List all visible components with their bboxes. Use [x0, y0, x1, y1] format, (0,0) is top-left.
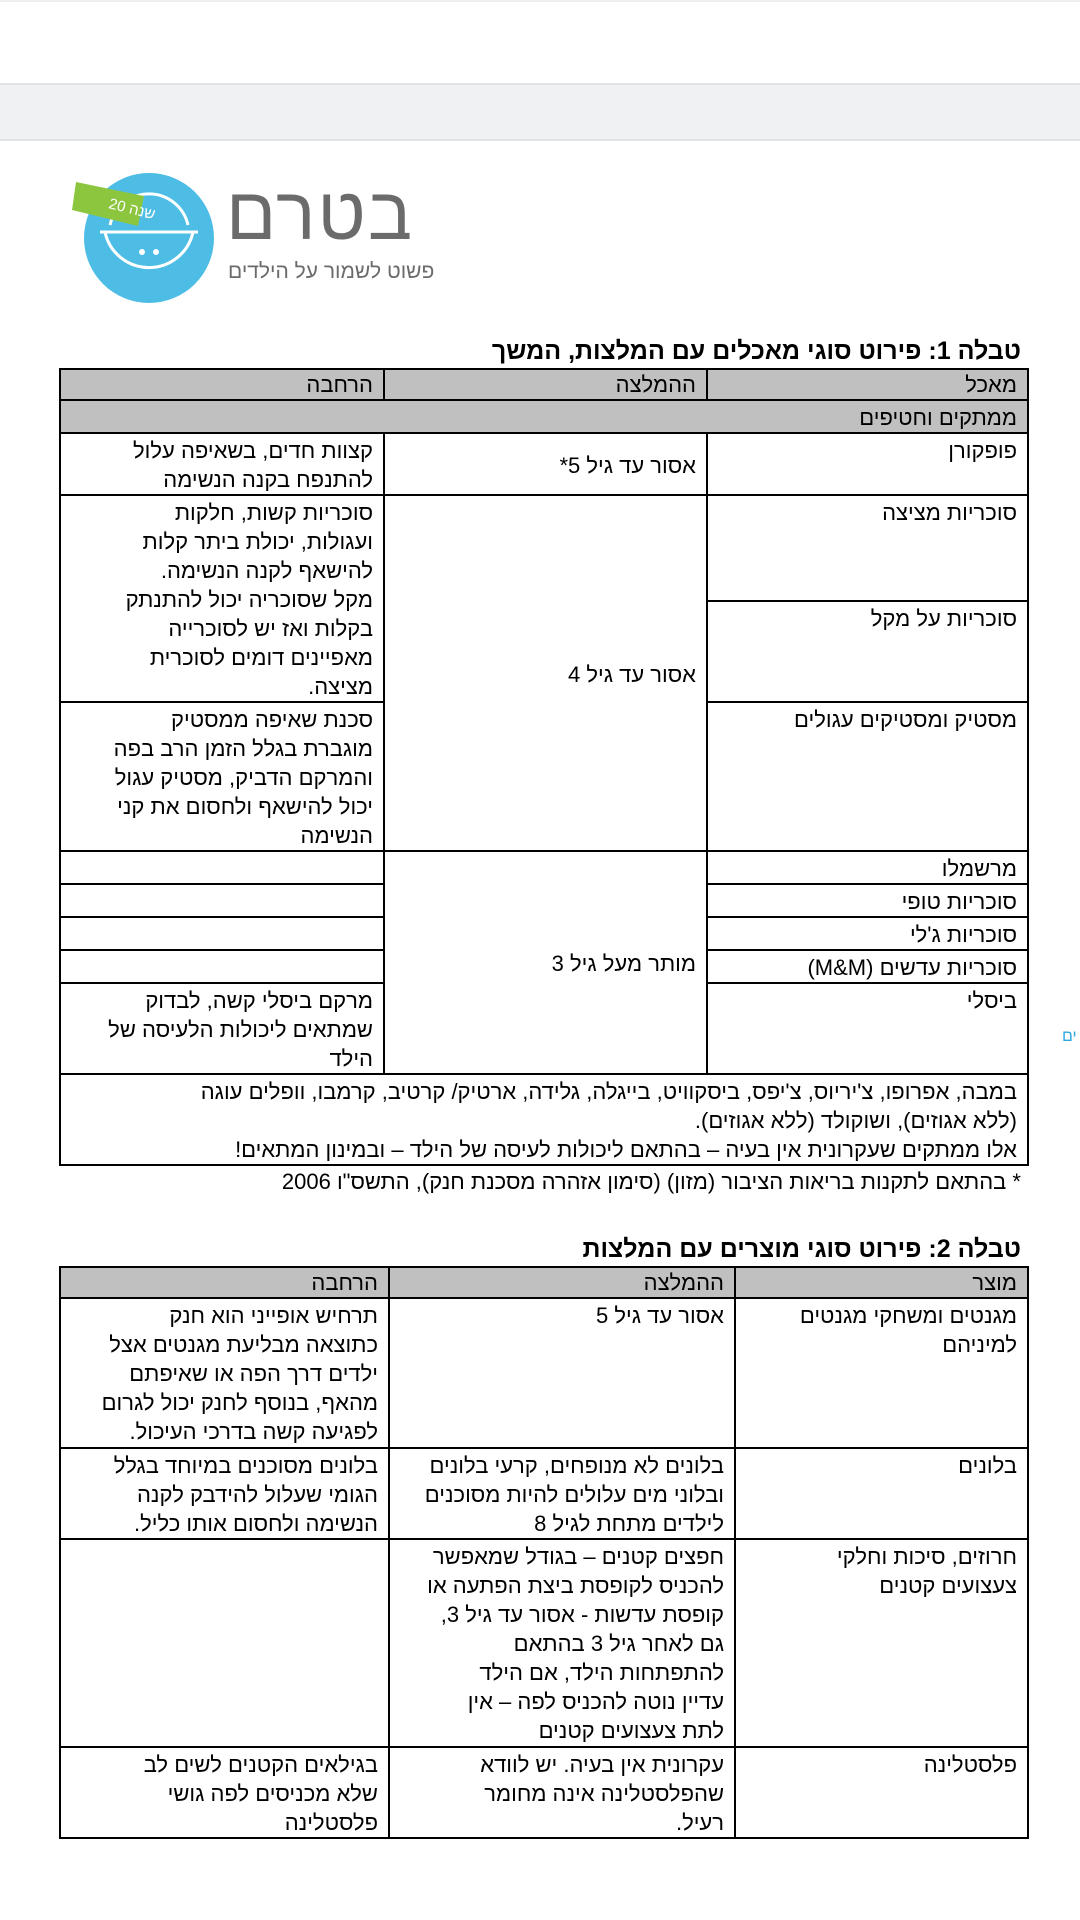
table-row: מסטיק ומסטיקים עגולים סכנת שאיפה ממסטיק …: [59, 701, 1029, 852]
rec-cell: בלונים לא מנופחים, קרעי בלונים ובלוני מי…: [388, 1447, 736, 1540]
table-row: ביסלי מרקם ביסלי קשה, לבדוק שמתאים ליכול…: [59, 982, 1029, 1075]
col-header: הרחבה: [59, 1266, 390, 1299]
section-header: ממתקים וחטיפים: [59, 399, 1029, 434]
col-header: הרחבה: [59, 368, 385, 401]
table-row: סוכריות מציצה אסור עד גיל 4 סוכריות קשות…: [59, 494, 1029, 852]
table-row: סוכריות ג'לי: [59, 916, 1029, 951]
table-row: בלונים בלונים לא מנופחים, קרעי בלונים וב…: [59, 1447, 1029, 1540]
table-row: חרוזים, סיכות וחלקי צעצועים קטנים חפצים …: [59, 1538, 1029, 1748]
logo-icon: 20 שנה: [72, 173, 214, 303]
rec-cell: אסור עד גיל 5*: [383, 432, 708, 496]
col-header: מוצר: [734, 1266, 1029, 1299]
note-cell: [59, 883, 385, 918]
summary-row: במבה, אפרופו, צ'יריוס, צ'יפס, ביסקוויט, …: [59, 1073, 1029, 1166]
rec-cell: חפצים קטנים – בגודל שמאפשר להכניס לקופסת…: [388, 1538, 736, 1748]
col-header: ההמלצה: [383, 368, 708, 401]
note-cell: [59, 1538, 390, 1748]
toolbar-band: [0, 83, 1080, 141]
product-cell: פלסטלינה: [734, 1746, 1029, 1839]
note-cell: [59, 949, 385, 984]
products-table: מוצר ההמלצה הרחבה מגנטים ומשחקי מגנטים ל…: [59, 1266, 1029, 1839]
col-header: מאכל: [706, 368, 1029, 401]
food-cell: מסטיק ומסטיקים עגולים: [706, 701, 1029, 852]
note-cell: סכנת שאיפה ממסטיק מוגברת בגלל הזמן הרב ב…: [59, 701, 385, 852]
table-row: מרשמלו מותר מעל גיל 3: [59, 850, 1029, 1075]
top-bar: [0, 0, 1080, 85]
table-row: סוכריות עדשים (M&M): [59, 949, 1029, 984]
edge-text-fragment: ים: [1062, 1028, 1077, 1045]
food-cell: מרשמלו: [706, 850, 1029, 885]
col-header: ההמלצה: [388, 1266, 736, 1299]
food-cell: סוכריות ג'לי: [706, 916, 1029, 951]
note-cell: בגילאים הקטנים לשים לב שלא מכניסים לפה ג…: [59, 1746, 390, 1839]
rec-cell: מותר מעל גיל 3: [383, 850, 708, 1075]
table1-title: טבלה 1: פירוט סוגי מאכלים עם המלצות, המש…: [491, 337, 1021, 365]
product-cell: חרוזים, סיכות וחלקי צעצועים קטנים: [734, 1538, 1029, 1748]
food-cell: סוכריות טופי: [706, 883, 1029, 918]
food-cell: סוכריות על מקל: [706, 599, 1029, 703]
note-cell: מרקם ביסלי קשה, לבדוק שמתאים ליכולות הלע…: [59, 982, 385, 1075]
note-cell: בלונים מסוכנים במיוחד בגלל הגומי שעלול ל…: [59, 1447, 390, 1540]
food-cell: סוכריות מציצה: [706, 494, 1029, 602]
table-row: סוכריות טופי: [59, 883, 1029, 918]
note-cell: תרחיש אופייני הוא חנק כתוצאה מבליעת מגנט…: [59, 1297, 390, 1449]
food-cell: פופקורן: [706, 432, 1029, 496]
summary-cell: במבה, אפרופו, צ'יריוס, צ'יפס, ביסקוויט, …: [59, 1073, 1029, 1166]
product-cell: בלונים: [734, 1447, 1029, 1540]
table-row: פלסטלינה עקרונית אין בעיה. יש לוודא שהפל…: [59, 1746, 1029, 1839]
product-cell: מגנטים ומשחקי מגנטים למיניהם: [734, 1297, 1029, 1449]
table2-title: טבלה 2: פירוט סוגי מוצרים עם המלצות: [582, 1235, 1021, 1263]
rec-cell: אסור עד גיל 4: [383, 494, 708, 852]
rec-cell: עקרונית אין בעיה. יש לוודא שהפלסטלינה אי…: [388, 1746, 736, 1839]
note-cell: [59, 850, 385, 885]
document-content: טבלה 1: פירוט סוגי מאכלים עם המלצות, המש…: [59, 336, 1029, 1839]
food-cell: ביסלי: [706, 982, 1029, 1075]
table-row: סוכריות על מקל: [60, 599, 1029, 703]
food-cell: סוכריות עדשים (M&M): [706, 949, 1029, 984]
table-row: מגנטים ומשחקי מגנטים למיניהם אסור עד גיל…: [59, 1297, 1029, 1449]
food-table: מאכל ההמלצה הרחבה ממתקים וחטיפים פופקורן…: [59, 368, 1029, 1166]
rec-cell: אסור עד גיל 5: [388, 1297, 736, 1449]
brand-tagline: פשוט לשמור על הילדים: [228, 260, 435, 283]
table-row: פופקורן אסור עד גיל 5* קצוות חדים, בשאיפ…: [59, 432, 1029, 496]
note-cell: [59, 916, 385, 951]
brand-name: בטרם: [226, 171, 415, 257]
note-cell: סוכריות קשות, חלקות ועגולות, יכולת ביתר …: [59, 494, 385, 703]
note-cell: קצוות חדים, בשאיפה עלול להתנפח בקנה הנשי…: [59, 432, 385, 496]
footnote: * בהתאם לתקנות בריאות הציבור (מזון) (סימ…: [281, 1169, 1021, 1194]
